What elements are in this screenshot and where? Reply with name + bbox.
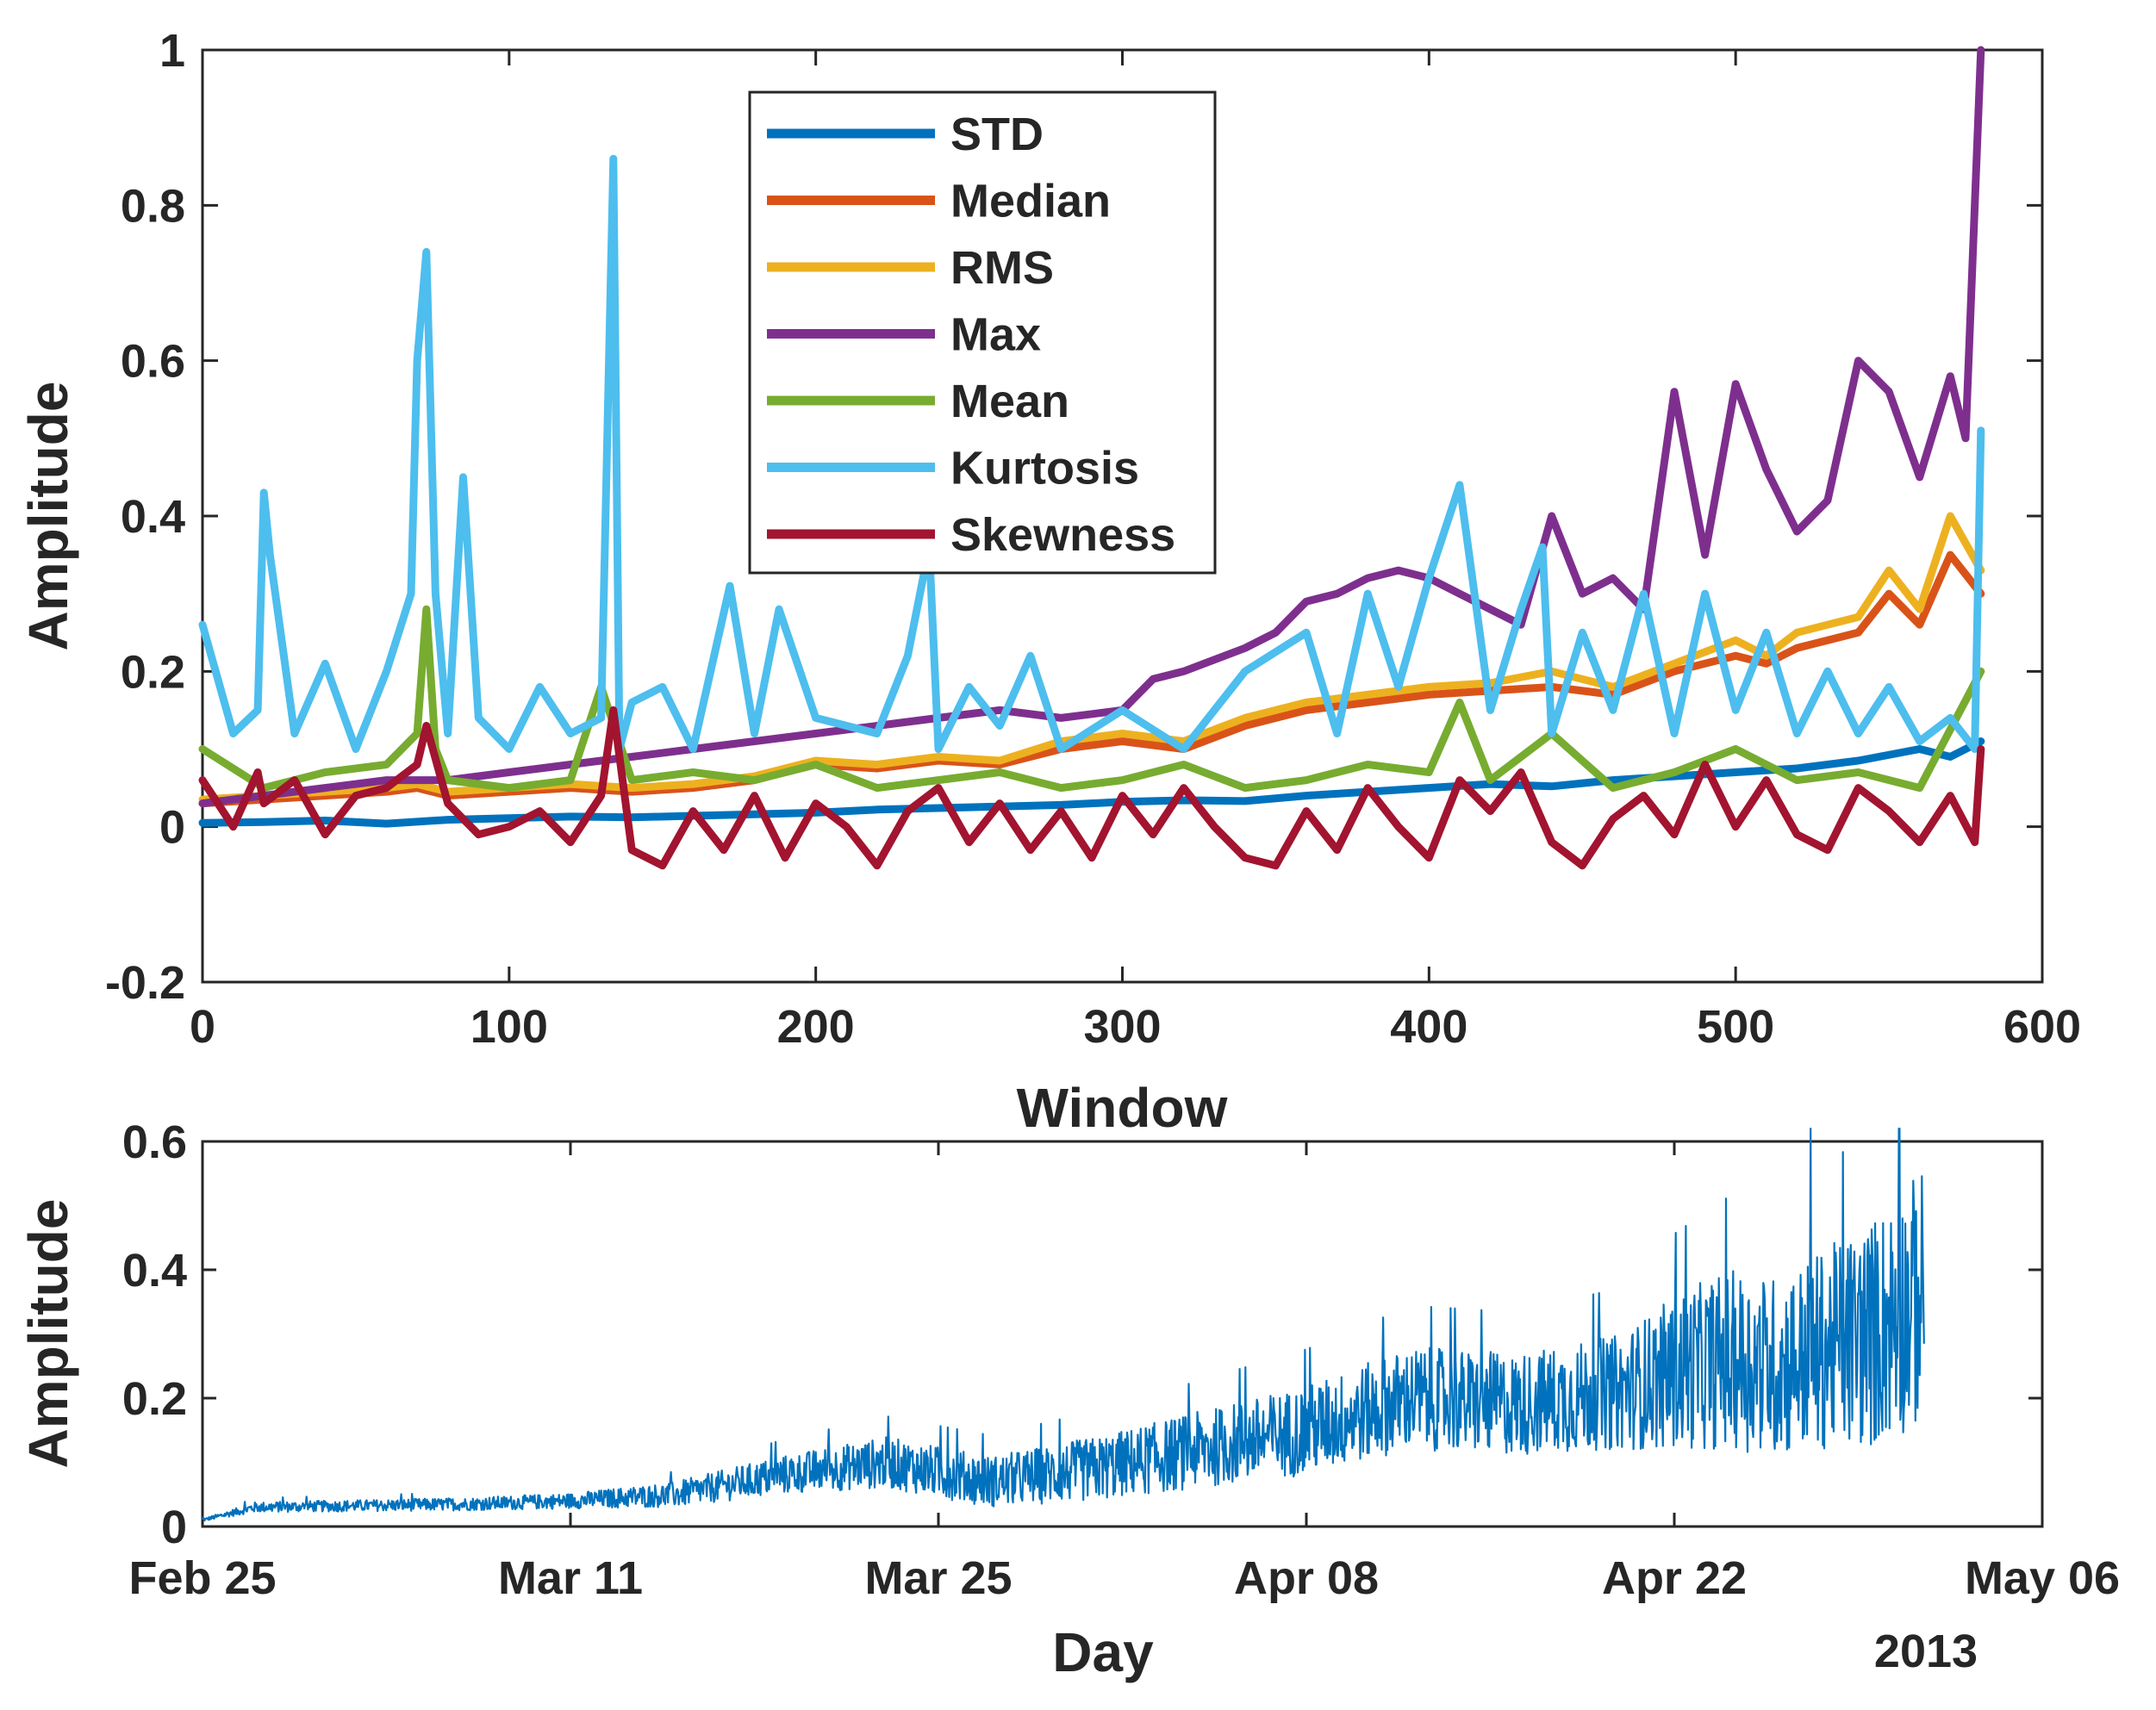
bottom-series: [201, 1127, 1925, 1522]
bottom-x-tick-label: May 06: [1965, 1552, 2120, 1604]
legend-label-std: STD: [950, 109, 1044, 160]
top-y-tick-label: -0.2: [105, 957, 185, 1009]
legend-label-skewness: Skewness: [950, 509, 1175, 561]
top-y-tick-label: 0.6: [121, 336, 185, 388]
bottom-year-label: 2013: [1874, 1626, 1978, 1677]
top-series: [198, 46, 1985, 870]
top-y-tick-label: 1: [159, 25, 185, 77]
series-line-skewness: [198, 706, 1985, 870]
legend-label-max: Max: [950, 309, 1041, 361]
bottom-x-tick-label: Apr 22: [1602, 1552, 1747, 1604]
bottom-x-axis-label: Day: [1052, 1621, 1154, 1683]
top-y-tick-label: 0.8: [121, 180, 185, 232]
legend-label-rms: RMS: [950, 242, 1054, 294]
top-x-tick-label: 500: [1697, 1001, 1774, 1053]
series-line-kurtosis: [198, 154, 1985, 753]
legend-label-mean: Mean: [950, 376, 1069, 427]
top-y-axis-label: Amplitude: [17, 382, 79, 651]
top-x-axis-label: Window: [1017, 1077, 1228, 1139]
legend-label-median: Median: [950, 176, 1111, 227]
bottom-series-line: [201, 1127, 1925, 1522]
top-y-tick-label: 0.4: [121, 491, 185, 543]
top-ticks: 0 100 200 300 400 500 600-0.200.20.40.60.81: [105, 25, 2081, 1053]
series-line-max: [198, 46, 1985, 808]
bottom-y-tick-label: 0.6: [122, 1116, 187, 1168]
series-line-mean: [198, 605, 1985, 793]
bottom-y-tick-label: 0.4: [122, 1245, 187, 1296]
bottom-ticks: Feb 25 Mar 11 Mar 25 Apr 08 Apr 22 May 06 0 0.2…: [122, 1116, 2120, 1604]
top-x-tick-label: 300: [1083, 1001, 1161, 1053]
legend-label-kurtosis: Kurtosis: [950, 443, 1139, 494]
bottom-x-tick-label: Mar 11: [498, 1552, 643, 1604]
top-x-tick-label: 100: [470, 1001, 548, 1053]
bottom-y-axis-label: Amplitude: [17, 1199, 79, 1469]
top-y-tick-label: 0: [159, 802, 185, 854]
bottom-x-tick-label: Mar 25: [864, 1552, 1012, 1604]
top-x-tick-label: 200: [777, 1001, 855, 1053]
top-x-tick-label: 600: [2003, 1001, 2081, 1053]
top-x-tick-label: 400: [1390, 1001, 1467, 1053]
bottom-chart: Feb 25 Mar 11 Mar 25 Apr 08 Apr 22 May 06 0 0.2…: [17, 1116, 2120, 1683]
top-chart: 0 100 200 300 400 500 600-0.200.20.40.60.81 Wi…: [17, 25, 2081, 1139]
top-x-tick-label: 0: [190, 1001, 215, 1053]
bottom-x-tick-label: Feb 25: [128, 1552, 276, 1604]
bottom-y-tick-label: 0.2: [122, 1373, 187, 1425]
bottom-x-tick-label: Apr 08: [1234, 1552, 1379, 1604]
legend-items: STD Median RMS Max Mean Kurtosis Skewness: [767, 109, 1175, 561]
top-y-tick-label: 0.2: [121, 646, 185, 698]
legend: STD Median RMS Max Mean Kurtosis Skewness: [748, 90, 1217, 575]
bottom-y-tick-label: 0: [161, 1502, 187, 1553]
